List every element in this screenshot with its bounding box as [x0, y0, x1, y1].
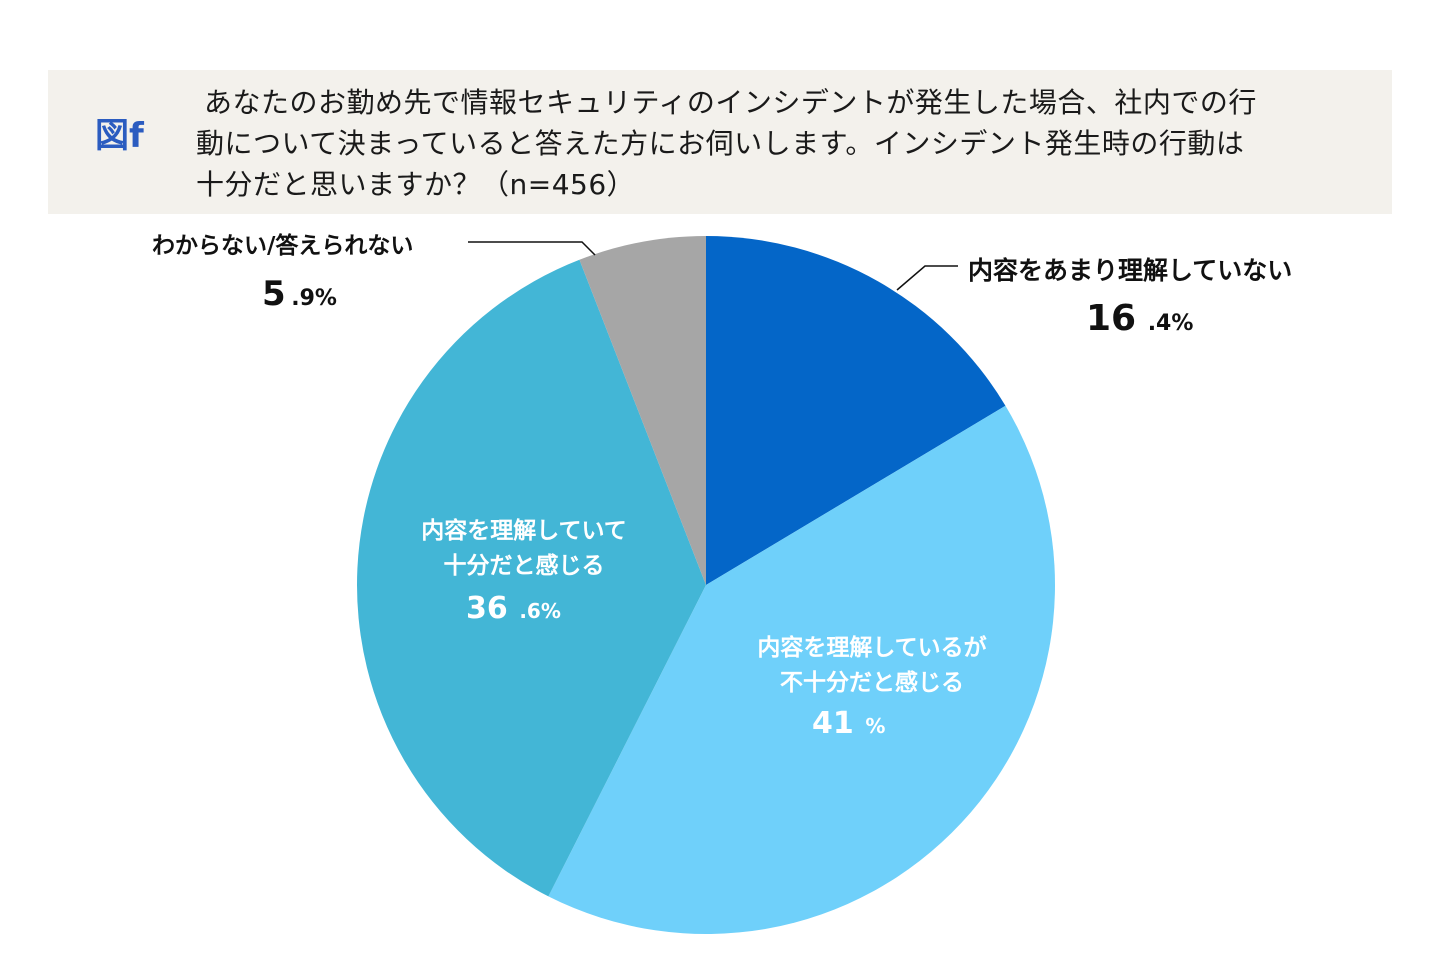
- question-line-2: 動について決まっていると答えた方にお伺いします。インシデント発生時の行動は: [196, 127, 1245, 160]
- slice-4-label: わからない/答えられない: [152, 232, 413, 259]
- pie-slices: [356, 236, 1055, 934]
- slice-3-value: 36 .6%: [466, 591, 561, 626]
- slice-2-value-int: 41: [812, 706, 854, 741]
- slice-3-label-line-2: 十分だと感じる: [444, 552, 605, 579]
- slice-1-label: 内容をあまり理解していない: [968, 256, 1292, 285]
- slice-4-value: 5 .9%: [262, 274, 337, 314]
- slice-1-value: 16 .4%: [1086, 298, 1193, 339]
- slice-1-value-int: 16: [1086, 298, 1136, 339]
- slice-2-value: 41 %: [812, 706, 885, 741]
- slice-3-label-line-1: 内容を理解していて: [421, 517, 627, 544]
- pie-slice-2: [548, 405, 1055, 934]
- slice-2-label-line-2: 不十分だと感じる: [780, 669, 964, 696]
- question-panel: [48, 70, 1392, 214]
- slice-1-value-dec: .4%: [1148, 311, 1194, 336]
- slice-4-value-dec: .9%: [291, 286, 337, 311]
- question-text: あなたのお勤め先で情報セキュリティのインシデントが発生した場合、社内での行 動に…: [196, 82, 1346, 205]
- slice-3-value-dec: .6%: [519, 599, 561, 623]
- question-line-1: あなたのお勤め先で情報セキュリティのインシデントが発生した場合、社内での行: [204, 86, 1257, 119]
- slice-2-label-line-1: 内容を理解しているが: [757, 634, 986, 661]
- slice-3-value-int: 36: [466, 591, 508, 626]
- slice-4-value-int: 5: [262, 274, 286, 314]
- slice-2-value-dec: %: [865, 714, 885, 738]
- question-line-3: 十分だと思いますか？（n=456）: [196, 168, 636, 201]
- pie-slice-1: [706, 236, 1006, 585]
- pie-slice-4: [579, 236, 706, 585]
- pie-slice-3: [356, 259, 706, 897]
- leader-line-slice-1: [896, 265, 958, 291]
- leader-line-slice-4: [468, 241, 596, 256]
- figure-label: 図f: [95, 116, 144, 156]
